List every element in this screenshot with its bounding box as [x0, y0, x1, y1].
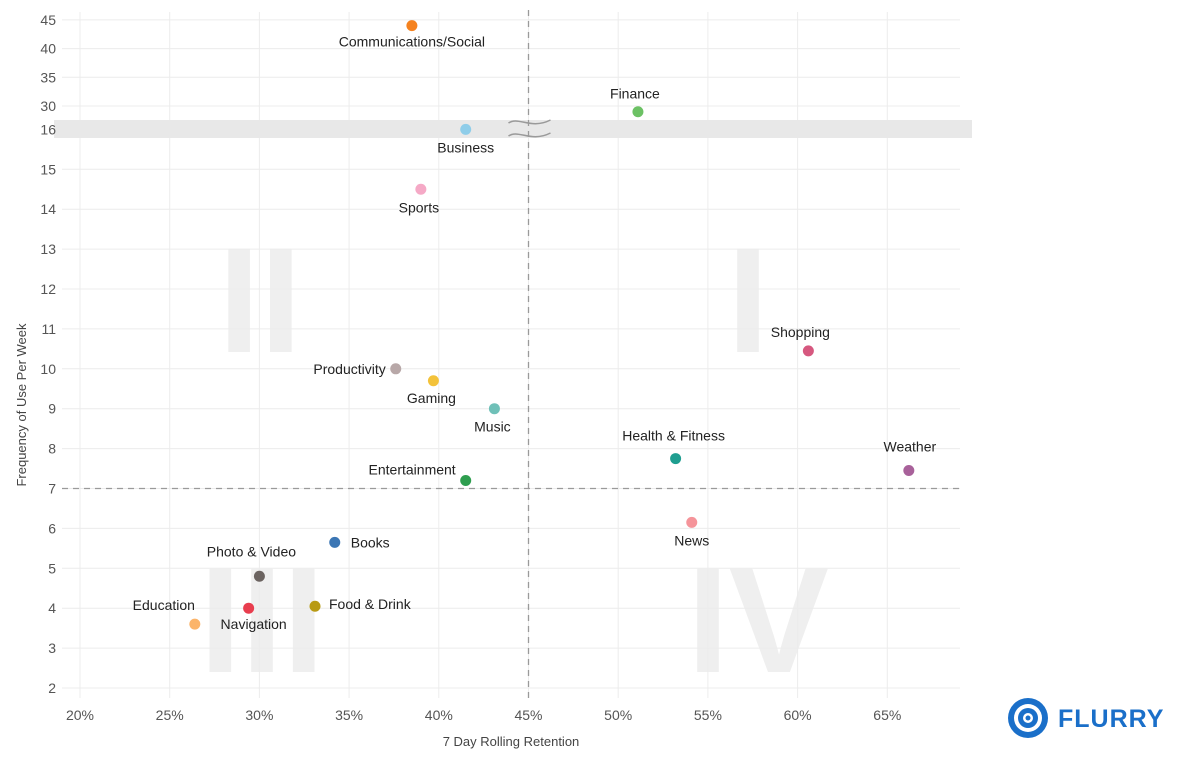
- x-tick-label: 45%: [514, 707, 542, 723]
- data-point-label: Books: [351, 534, 390, 550]
- data-point-label: Communications/Social: [339, 34, 485, 50]
- y-tick-label: 2: [48, 680, 56, 696]
- y-tick-label: 5: [48, 560, 56, 576]
- y-tick-label: 13: [40, 241, 56, 257]
- y-tick-label: 9: [48, 401, 56, 417]
- x-axis-ticks: 20% 25% 30% 35% 40% 45% 50% 55% 60% 65%: [66, 707, 901, 723]
- data-point-label: Food & Drink: [329, 596, 412, 612]
- y-tick-label: 6: [48, 520, 56, 536]
- quadrant-label: II: [218, 216, 301, 384]
- data-point-label: News: [674, 532, 709, 548]
- x-tick-label: 55%: [694, 707, 722, 723]
- data-point: [390, 363, 402, 375]
- flurry-swirl-icon: [1008, 698, 1048, 738]
- y-tick-label: 10: [40, 361, 56, 377]
- x-axis-title: 7 Day Rolling Retention: [443, 734, 580, 749]
- quadrant-label: IV: [687, 536, 829, 704]
- quadrant-label: III: [199, 536, 324, 704]
- y-tick-label: 14: [40, 201, 56, 217]
- grid-lines: [62, 12, 960, 698]
- data-point-label: Entertainment: [369, 462, 456, 478]
- y-tick-label: 3: [48, 640, 56, 656]
- y-axis-title: Frequency of Use Per Week: [14, 323, 29, 487]
- x-tick-label: 25%: [156, 707, 184, 723]
- data-point-label: Education: [133, 597, 195, 613]
- x-tick-label: 40%: [425, 707, 453, 723]
- data-point-label: Health & Fitness: [622, 428, 725, 444]
- y-tick-label: 35: [40, 69, 56, 85]
- data-point: [243, 602, 255, 614]
- data-point: [670, 453, 682, 465]
- data-point: [686, 516, 698, 528]
- data-point-label: Gaming: [407, 390, 456, 406]
- y-tick-label: 40: [40, 41, 56, 57]
- data-point-label: Business: [437, 139, 494, 155]
- y-tick-label: 15: [40, 161, 56, 177]
- y-tick-label: 30: [40, 98, 56, 114]
- data-point: [253, 570, 265, 582]
- data-point: [427, 375, 439, 387]
- flurry-logo-text: FLURRY: [1058, 705, 1164, 733]
- x-tick-label: 60%: [784, 707, 812, 723]
- y-tick-label: 12: [40, 281, 56, 297]
- quadrant-label: I: [727, 216, 769, 384]
- y-tick-label: 11: [41, 321, 56, 337]
- y-tick-label: 4: [48, 600, 56, 616]
- data-point-label: Shopping: [771, 324, 830, 340]
- data-point: [460, 123, 472, 135]
- data-point: [329, 536, 341, 548]
- x-tick-label: 65%: [873, 707, 901, 723]
- data-point: [415, 183, 427, 195]
- axis-break-symbol: [508, 119, 551, 138]
- data-point-label: Photo & Video: [207, 543, 296, 559]
- data-point: [632, 106, 644, 118]
- x-tick-label: 50%: [604, 707, 632, 723]
- x-tick-label: 35%: [335, 707, 363, 723]
- data-point: [309, 600, 321, 612]
- data-point: [903, 465, 915, 477]
- data-point-label: Productivity: [313, 361, 385, 377]
- data-point: [802, 345, 814, 357]
- data-point-label: Navigation: [221, 616, 287, 632]
- data-point-label: Weather: [883, 439, 936, 455]
- x-tick-label: 20%: [66, 707, 94, 723]
- axis-break-band: [54, 120, 972, 138]
- data-points: Communications/Social Finance Business Spor…: [133, 20, 936, 632]
- y-tick-label: 16: [40, 121, 56, 137]
- flurry-logo: FLURRY: [1008, 698, 1164, 738]
- data-point-label: Finance: [610, 86, 660, 102]
- y-tick-label: 45: [40, 12, 56, 28]
- y-tick-label: 7: [48, 481, 56, 497]
- data-point: [189, 618, 201, 630]
- data-point-label: Music: [474, 419, 511, 435]
- y-tick-label: 8: [48, 441, 56, 457]
- data-point: [488, 403, 500, 415]
- reference-lines: [62, 10, 960, 700]
- data-point: [460, 475, 472, 487]
- data-point: [406, 20, 418, 32]
- data-point-label: Sports: [399, 199, 439, 215]
- x-tick-label: 30%: [245, 707, 273, 723]
